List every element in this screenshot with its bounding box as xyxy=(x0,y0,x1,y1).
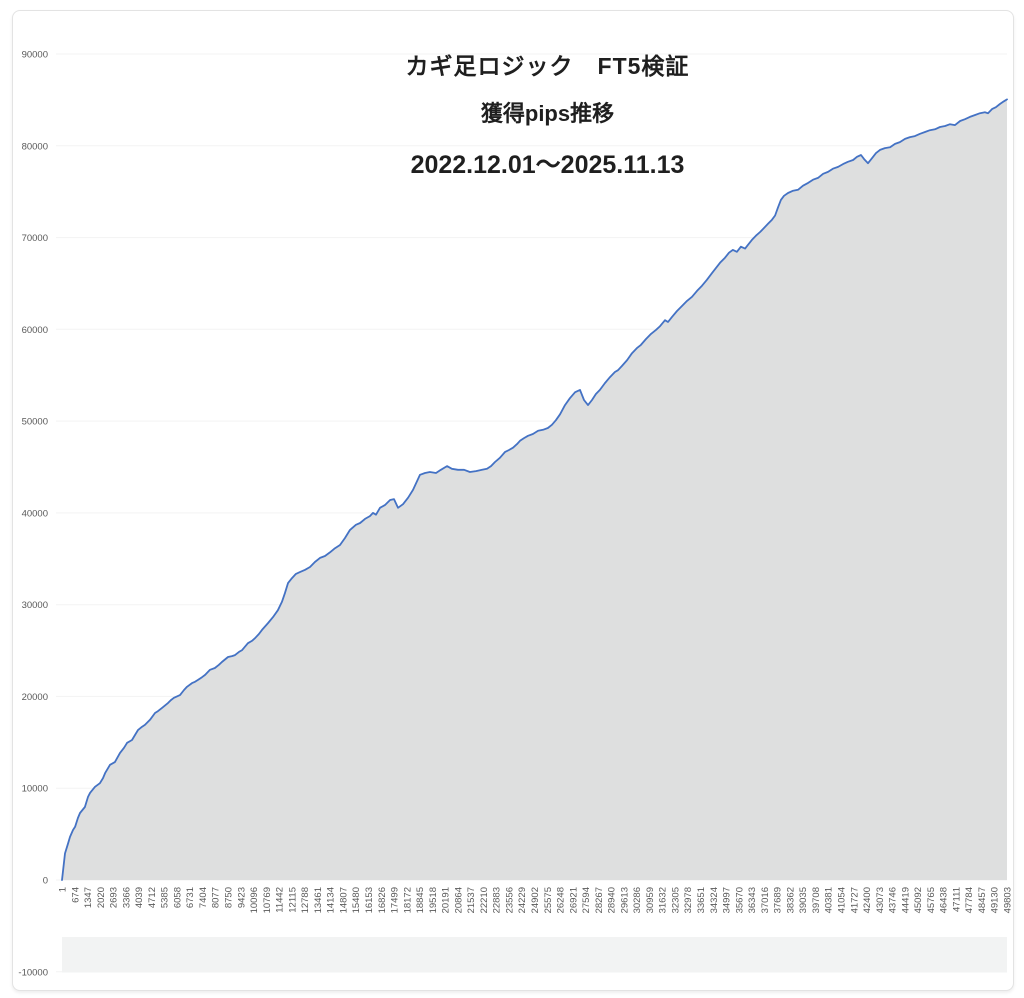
x-tick-label: 49803 xyxy=(1003,887,1014,913)
chart-subtitle: 獲得pips推移 xyxy=(480,101,615,126)
x-tick-label: 38362 xyxy=(785,887,796,913)
y-tick-label: 20000 xyxy=(22,692,48,703)
x-tick-label: 36343 xyxy=(747,887,758,913)
x-tick-label: 9423 xyxy=(236,887,247,908)
x-tick-label: 41054 xyxy=(837,887,848,913)
y-tick-label: 80000 xyxy=(22,141,48,152)
x-tick-label: 20864 xyxy=(453,887,464,913)
x-tick-label: 27594 xyxy=(581,887,592,913)
x-tick-label: 11442 xyxy=(275,887,286,913)
x-tick-label: 33651 xyxy=(696,887,707,913)
x-tick-label: 29613 xyxy=(619,887,630,913)
x-tick-label: 42400 xyxy=(862,887,873,913)
x-tick-label: 44419 xyxy=(900,887,911,913)
chart-period: 2022.12.01～2025.11.13 xyxy=(410,151,685,179)
y-tick-label: 90000 xyxy=(22,50,48,61)
x-tick-label: 16153 xyxy=(364,887,375,913)
x-tick-label: 14134 xyxy=(326,887,337,913)
x-tick-label: 10096 xyxy=(249,887,260,913)
y-tick-label: 10000 xyxy=(22,784,48,795)
x-tick-label: 2020 xyxy=(96,887,107,908)
x-tick-label: 39035 xyxy=(798,887,809,913)
x-tick-label: 32978 xyxy=(683,887,694,913)
y-tick-label: 30000 xyxy=(22,600,48,611)
y-tick-label: 70000 xyxy=(22,233,48,244)
x-tick-label: 37689 xyxy=(773,887,784,913)
y-tick-label: 50000 xyxy=(22,417,48,428)
x-tick-label: 34997 xyxy=(722,887,733,913)
x-tick-label: 12788 xyxy=(300,887,311,913)
x-tick-label: 24902 xyxy=(530,887,541,913)
x-tick-label: 22883 xyxy=(492,887,503,913)
x-tick-label: 7404 xyxy=(198,887,209,908)
x-axis-labels: 1 674 1347 2020 2693 3366 4039 4712 5385 6058 6731… xyxy=(58,887,1014,913)
x-tick-label: 20191 xyxy=(441,887,452,913)
x-tick-label: 30959 xyxy=(645,887,656,913)
x-tick-label: 45765 xyxy=(926,887,937,913)
x-tick-label: 22210 xyxy=(479,887,490,913)
x-tick-label: 28940 xyxy=(607,887,618,913)
x-tick-label: 24229 xyxy=(517,887,528,913)
x-tick-label: 5385 xyxy=(160,887,171,908)
x-tick-label: 4712 xyxy=(147,887,158,908)
x-tick-label: 6731 xyxy=(185,887,196,908)
x-tick-label: 47784 xyxy=(964,887,975,913)
x-tick-label: 3366 xyxy=(121,887,132,908)
x-tick-label: 13461 xyxy=(313,887,324,913)
x-tick-label: 1347 xyxy=(83,887,94,908)
x-tick-label: 18172 xyxy=(402,887,413,913)
chart-title: カギ足ロジック FT5検証 xyxy=(405,53,690,79)
x-tick-label: 15480 xyxy=(351,887,362,913)
y-tick-label: 0 xyxy=(43,876,48,887)
x-tick-label: 8750 xyxy=(224,887,235,908)
x-tick-label: 41727 xyxy=(849,887,860,913)
x-tick-label: 35670 xyxy=(734,887,745,913)
x-tick-label: 18845 xyxy=(415,887,426,913)
x-tick-label: 43746 xyxy=(888,887,899,913)
x-tick-label: 4039 xyxy=(134,887,145,908)
x-tick-label: 17499 xyxy=(390,887,401,913)
x-tick-label: 8077 xyxy=(211,887,222,908)
y-tick-label: -10000 xyxy=(18,967,48,978)
x-tick-label: 48457 xyxy=(977,887,988,913)
x-tick-label: 37016 xyxy=(760,887,771,913)
x-tick-label: 46438 xyxy=(939,887,950,913)
x-tick-label: 23556 xyxy=(505,887,516,913)
x-tick-label: 26248 xyxy=(556,887,567,913)
x-tick-label: 32305 xyxy=(671,887,682,913)
x-tick-label: 16826 xyxy=(377,887,388,913)
x-tick-label: 19518 xyxy=(428,887,439,913)
x-tick-label: 45092 xyxy=(913,887,924,913)
x-tick-label: 40381 xyxy=(824,887,835,913)
x-tick-label: 12115 xyxy=(287,887,298,913)
x-tick-label: 21537 xyxy=(466,887,477,913)
x-tick-label: 674 xyxy=(70,887,81,903)
x-tick-label: 25575 xyxy=(543,887,554,913)
y-tick-label: 60000 xyxy=(22,325,48,336)
y-tick-label: 40000 xyxy=(22,508,48,519)
area-series xyxy=(62,99,1007,880)
x-tick-label: 31632 xyxy=(658,887,669,913)
x-tick-label: 6058 xyxy=(172,887,183,908)
x-tick-label: 30286 xyxy=(632,887,643,913)
x-tick-label: 43073 xyxy=(875,887,886,913)
x-tick-label: 34324 xyxy=(709,887,720,913)
x-tick-label: 47111 xyxy=(951,887,962,912)
x-tick-label: 26921 xyxy=(568,887,579,913)
y-axis-labels: 90000 80000 70000 60000 50000 40000 30000 20000… xyxy=(18,50,48,979)
x-tick-label: 1 xyxy=(58,887,69,892)
x-tick-label: 2693 xyxy=(109,887,120,908)
x-tick-label: 28267 xyxy=(594,887,605,913)
x-tick-label: 49130 xyxy=(990,887,1001,913)
x-tick-label: 14807 xyxy=(338,887,349,913)
x-tick-label: 10769 xyxy=(262,887,273,913)
below-axis-band xyxy=(62,937,1007,973)
line-series xyxy=(61,98,1008,881)
x-tick-label: 39708 xyxy=(811,887,822,913)
